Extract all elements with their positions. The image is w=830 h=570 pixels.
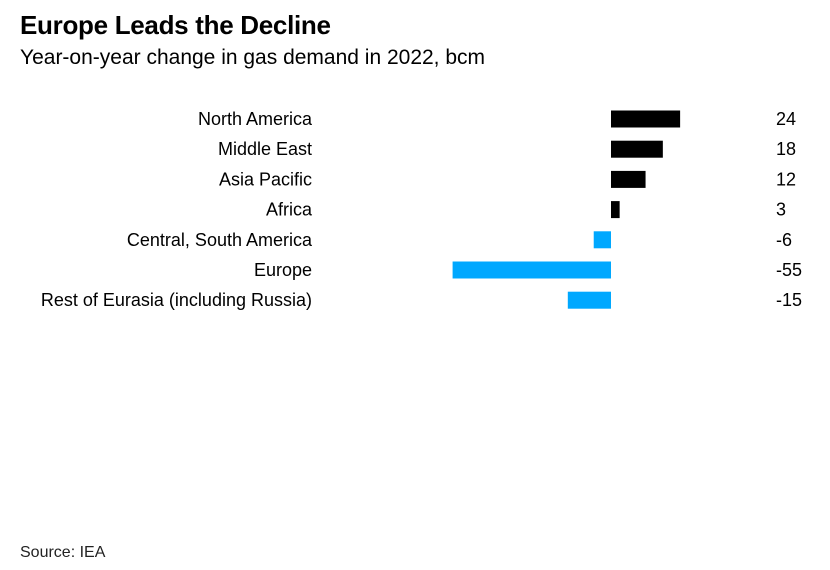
source-note: Source: IEA xyxy=(20,544,106,561)
bar xyxy=(611,110,681,128)
value-label: -15 xyxy=(776,290,802,310)
value-label: 3 xyxy=(776,200,786,220)
bar xyxy=(611,170,646,188)
bar xyxy=(567,291,611,309)
category-label: Europe xyxy=(254,260,312,280)
category-label: Central, South America xyxy=(127,230,313,250)
bar xyxy=(611,201,620,219)
value-labels: 24 18 12 3 -6 -55 -15 xyxy=(776,109,802,310)
value-label: 24 xyxy=(776,109,796,129)
value-label: 18 xyxy=(776,139,796,159)
category-labels: North America Middle East Asia Pacific Afri… xyxy=(41,109,313,310)
category-label: Africa xyxy=(266,200,313,220)
value-label: -6 xyxy=(776,230,792,250)
value-label: -55 xyxy=(776,260,802,280)
category-label: North America xyxy=(198,109,313,129)
bar xyxy=(452,261,611,279)
category-label: Middle East xyxy=(218,139,312,159)
bar-chart: North America Middle East Asia Pacific Afri… xyxy=(41,109,802,310)
chart-title: Europe Leads the Decline xyxy=(20,10,331,40)
category-label: Asia Pacific xyxy=(219,169,312,189)
bar xyxy=(611,140,663,158)
bars xyxy=(452,110,681,309)
bar xyxy=(593,231,611,249)
chart-subtitle: Year-on-year change in gas demand in 202… xyxy=(20,46,486,69)
value-label: 12 xyxy=(776,169,796,189)
category-label: Rest of Eurasia (including Russia) xyxy=(41,290,312,310)
